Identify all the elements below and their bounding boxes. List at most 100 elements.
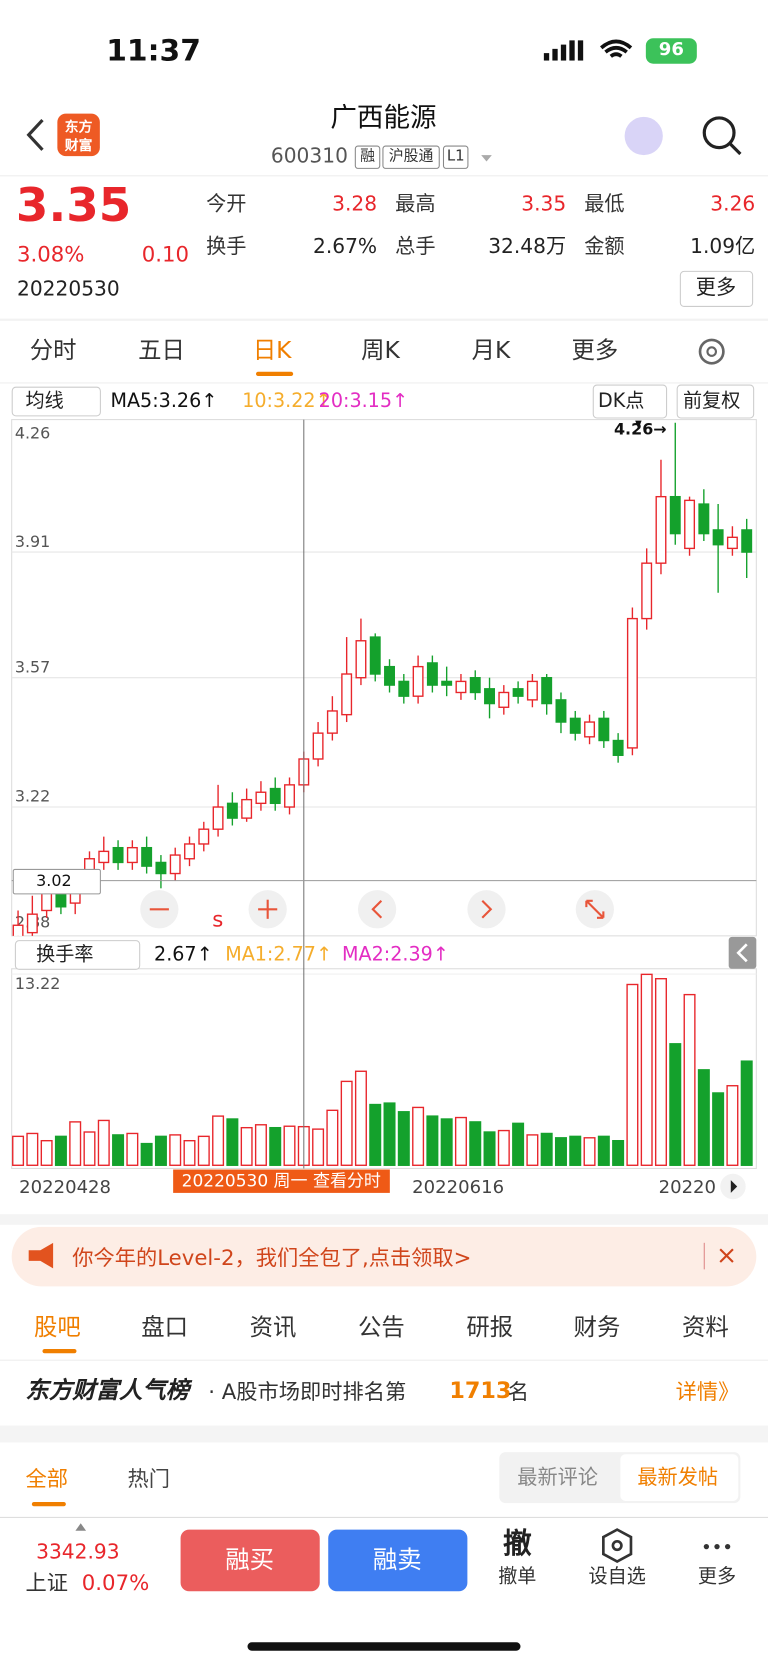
section-tab[interactable]: 资讯 (249, 1315, 297, 1342)
settings-icon[interactable] (698, 338, 725, 365)
field-value: 2.67% (312, 234, 378, 259)
candle-body (641, 562, 653, 620)
volume-bar (512, 1122, 525, 1166)
y-tick-label: 3.57 (15, 657, 50, 676)
chart-tools[interactable] (140, 890, 614, 929)
field-value: 1.09亿 (690, 234, 756, 259)
section-tab[interactable]: 公告 (357, 1315, 405, 1342)
candle-body (626, 617, 638, 749)
buy-button[interactable] (180, 1529, 320, 1592)
ma5-legend: MA5:3.26↑ (110, 389, 218, 413)
candle-body (669, 495, 681, 535)
more-label[interactable]: 更多 (695, 276, 737, 300)
volume-bar (597, 1135, 610, 1166)
cancel-icon[interactable]: 撤 (502, 1527, 532, 1561)
dk-label[interactable]: DK点 (598, 389, 645, 413)
watch-label[interactable]: 设自选 (588, 1565, 646, 1589)
banner-text[interactable]: 你今年的Level-2，我们全包了,点击领取> (72, 1244, 472, 1271)
candles (12, 422, 753, 936)
ma-selector[interactable] (11, 386, 101, 417)
period-tab[interactable]: 五日 (138, 337, 185, 365)
period-tab[interactable]: 日K (252, 337, 292, 365)
volume-bar (12, 1135, 25, 1166)
ma-selector-label[interactable]: 均线 (25, 389, 64, 413)
signal-mark: s (212, 906, 224, 932)
watch-icon[interactable] (602, 1528, 633, 1564)
battery (645, 38, 697, 64)
cancel-label[interactable]: 撤单 (498, 1565, 537, 1589)
section-tab[interactable]: 股吧 (33, 1315, 81, 1342)
rank-unit: 名 (507, 1378, 529, 1405)
tag-box[interactable] (354, 145, 381, 169)
volume-bar (712, 1092, 725, 1166)
candle-body (326, 710, 338, 734)
candle-body (441, 680, 453, 686)
sort-post[interactable]: 最新发帖 (637, 1465, 719, 1490)
more-button[interactable] (679, 270, 754, 307)
candle-body (569, 717, 581, 734)
sort-comment[interactable]: 最新评论 (517, 1465, 599, 1490)
fq-label[interactable]: 前复权 (683, 389, 741, 413)
indicator-selector[interactable] (14, 940, 141, 970)
tag-box[interactable] (442, 145, 469, 169)
volume-bar (497, 1129, 510, 1166)
last-price: 3.35 (15, 178, 132, 233)
back-button[interactable] (26, 118, 44, 151)
x-tick-label: 20220616 (412, 1176, 505, 1199)
volume-bar (183, 1139, 196, 1166)
candle-body (455, 680, 467, 694)
section-tab[interactable]: 财务 (573, 1315, 621, 1342)
stock-tag: 沪股通 (388, 147, 434, 165)
y-tick-label: 13.22 (15, 974, 61, 993)
x-tick-label: 20220428 (19, 1176, 112, 1199)
filter-hot[interactable]: 热门 (127, 1465, 170, 1492)
high-annotation: 4.26→ (613, 419, 667, 439)
ma10-legend: 10:3.22↑ (242, 389, 332, 413)
index-name: 上证 (25, 1569, 68, 1596)
volume-bar (469, 1121, 482, 1166)
section-tab[interactable]: 盘口 (141, 1315, 189, 1342)
period-tab[interactable]: 周K (361, 337, 400, 365)
field-value: 3.26 (710, 192, 756, 216)
volume-bar (97, 1119, 110, 1166)
indicator-label[interactable]: 换手率 (36, 943, 94, 966)
field-label: 最低 (584, 192, 625, 216)
change-value: 0.10 (141, 241, 190, 267)
field-value: 3.35 (521, 192, 567, 216)
candle-body (741, 529, 753, 553)
rank-link[interactable]: 详情》 (675, 1378, 740, 1405)
period-tab[interactable]: 月K (471, 337, 511, 365)
index-value: 3342.93 (36, 1540, 120, 1564)
sell-label[interactable]: 融卖 (372, 1546, 422, 1575)
period-tab[interactable]: 分时 (29, 337, 77, 365)
filter-all[interactable]: 全部 (25, 1465, 68, 1492)
candle-body (98, 850, 110, 864)
svg-text:东方: 东方 (65, 119, 93, 136)
stock-code: 600310 (270, 144, 348, 168)
volume-bar (397, 1111, 410, 1166)
volume-bar (740, 1060, 753, 1166)
tag-box[interactable] (382, 145, 440, 169)
search-icon[interactable] (702, 116, 736, 150)
section-tab[interactable]: 研报 (466, 1315, 514, 1342)
buy-label[interactable]: 融买 (225, 1546, 275, 1575)
volume-bar (583, 1137, 596, 1166)
more-label[interactable]: 更多 (697, 1565, 737, 1589)
collapse-tab[interactable] (728, 936, 757, 969)
volume-bar (383, 1102, 396, 1166)
volume-bar (354, 1070, 367, 1166)
quote-date: 20220530 (16, 277, 120, 301)
candle-body (112, 846, 124, 864)
fq-button[interactable] (676, 384, 755, 419)
volume-bar (612, 1139, 625, 1166)
candle-body (26, 913, 38, 934)
crosshair-price-box[interactable] (12, 868, 101, 895)
robot-icon[interactable] (624, 116, 663, 156)
section-tab[interactable]: 资料 (681, 1315, 729, 1342)
date-tooltip[interactable]: 20220530 周一 查看分时 (173, 1169, 390, 1193)
volume-bar (683, 993, 696, 1166)
dk-button[interactable] (592, 384, 668, 419)
promo-banner[interactable] (11, 1226, 757, 1287)
period-tab[interactable]: 更多 (571, 337, 619, 365)
sell-button[interactable] (328, 1529, 468, 1592)
